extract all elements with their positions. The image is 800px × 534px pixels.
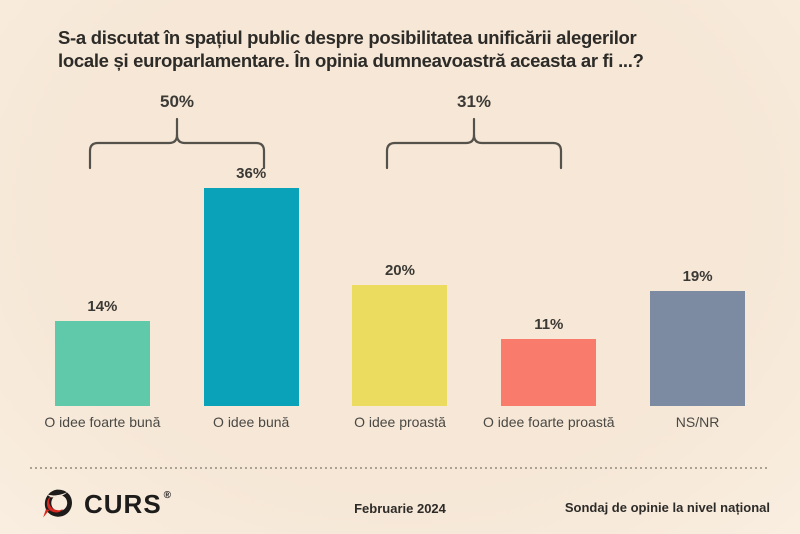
bar-value-label: 20% [384, 262, 415, 279]
bar-column-nsnr: 19% NS/NR [623, 160, 772, 432]
bracket-lines [88, 117, 563, 170]
bracket-2-right [472, 133, 563, 170]
survey-scope-note: Sondaj de opinie la nivel național [564, 500, 770, 515]
curs-logo-text: CURS [84, 488, 162, 519]
bar-value-label: 19% [682, 268, 713, 285]
bar-category-label: O idee foarte proastă [483, 414, 615, 430]
bracket-1-right [175, 133, 266, 170]
chart-title: S-a discutat în spațiul public despre po… [58, 26, 758, 73]
survey-date: Februarie 2024 [354, 501, 446, 516]
bracket-1-label: 50% [159, 92, 195, 111]
footer: CURS ® Februarie 2024 Sondaj de opinie l… [0, 486, 800, 526]
bar-column-buna: 36% O idee bună [177, 160, 326, 432]
bar-category-label: O idee proastă [354, 414, 446, 430]
bar-category-label: NS/NR [675, 414, 720, 430]
bar-nsnr [650, 291, 746, 406]
footer-divider [30, 467, 770, 469]
bar-column-proasta: 20% O idee proastă [326, 160, 475, 432]
bracket-2-label: 31% [456, 92, 492, 111]
bar-value-label: 11% [534, 316, 564, 333]
bar-proasta [352, 285, 448, 406]
bar-column-foarte-buna: 14% O idee foarte bună [28, 160, 177, 432]
bar-category-label: O idee bună [213, 414, 290, 430]
bar-foarte-buna [54, 321, 150, 406]
chart-title-line2: locale și europarlamentare. În opinia du… [58, 50, 644, 72]
bar-category-label: O idee foarte bună [44, 414, 161, 430]
bar-column-foarte-proasta: 11% O idee foarte proastă [474, 160, 623, 432]
curs-brand: CURS ® [40, 486, 172, 522]
chart-title-line1: S-a discutat în spațiul public despre po… [58, 27, 637, 48]
bar-chart: 14% O idee foarte bună 36% O idee bună 2… [28, 160, 772, 432]
registered-trademark-symbol: ® [163, 489, 172, 501]
bracket-layer: 50% 31% [0, 0, 800, 220]
bar-value-label: 14% [87, 298, 118, 315]
curs-logo-icon [43, 489, 72, 518]
bar-value-label: 36% [236, 165, 267, 182]
bar-buna [203, 188, 299, 406]
bar-foarte-proasta [501, 339, 597, 406]
